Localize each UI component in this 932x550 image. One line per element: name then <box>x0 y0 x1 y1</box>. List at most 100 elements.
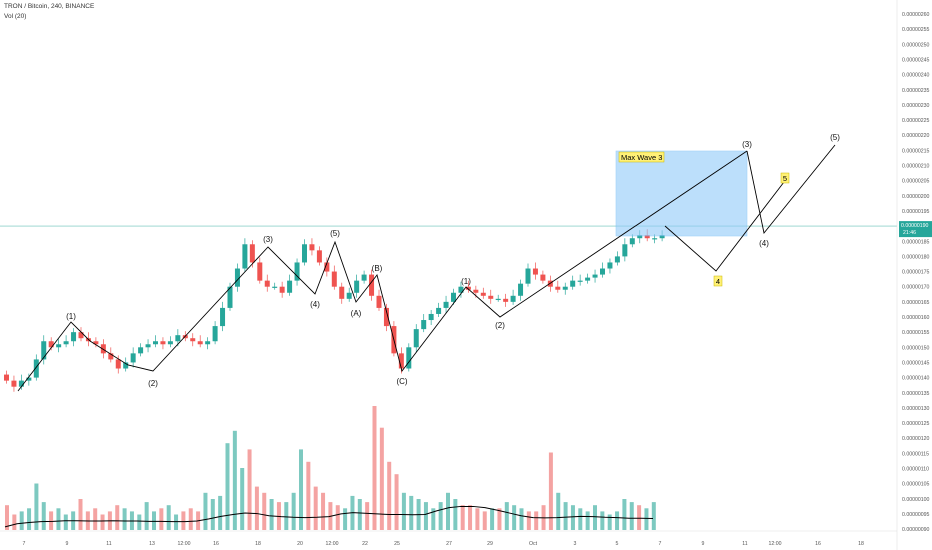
candle <box>153 341 158 345</box>
volume-bar <box>100 514 105 530</box>
price-tick-label: 0.00000090 <box>902 527 930 533</box>
volume-bar <box>63 514 68 530</box>
volume-bar <box>622 499 627 530</box>
time-tick-label: 27 <box>446 541 452 547</box>
candle <box>577 280 583 282</box>
volume-bar <box>490 508 495 530</box>
wave-label: (3) <box>263 235 273 244</box>
volume-bar <box>174 514 179 530</box>
price-tick-label: 0.00000180 <box>902 254 930 260</box>
volume-bar <box>460 505 465 530</box>
price-tick-label: 0.00000100 <box>902 497 930 503</box>
price-tick-label: 0.00000175 <box>902 270 930 276</box>
candle <box>369 274 375 296</box>
candle <box>309 244 315 251</box>
projection-marker <box>780 172 790 184</box>
time-tick-label: 11 <box>742 541 747 547</box>
candle <box>130 353 136 363</box>
volume-bar <box>137 514 142 530</box>
candle <box>175 335 181 342</box>
volume-bar <box>526 511 531 530</box>
wave-label: (2) <box>495 321 505 330</box>
chart-title: TRON / Bitcoin, 240, BINANCE <box>4 3 95 10</box>
volume-bar <box>438 502 443 530</box>
volume-bar <box>210 499 215 530</box>
price-tick-label: 0.00000245 <box>902 57 930 63</box>
time-tick-label: 16 <box>213 541 219 547</box>
candle <box>294 262 300 281</box>
wave-label: (1) <box>461 277 471 286</box>
price-tick-label: 0.00000115 <box>902 451 929 457</box>
candle <box>302 244 307 263</box>
volume-bar <box>637 505 642 530</box>
volume-bar <box>306 461 311 530</box>
price-tick-label: 0.00000195 <box>902 209 930 215</box>
price-axis[interactable]: 0.00000260 0.00000255 0.00000250 0.00000245… <box>896 0 932 550</box>
volume-bar <box>578 508 583 530</box>
candle <box>555 286 561 290</box>
price-tick-label: 0.00000120 <box>902 436 930 442</box>
candle <box>629 238 635 245</box>
time-tick-label: 5 <box>616 541 619 547</box>
candle <box>287 280 293 293</box>
candle <box>264 280 270 287</box>
time-tick-label: 9 <box>702 541 705 547</box>
volume-bar <box>240 468 245 530</box>
volume-bar <box>365 502 370 530</box>
price-tick-label: 0.00000200 <box>902 194 930 200</box>
price-tick-label: 0.00000230 <box>902 103 930 109</box>
time-tick-label: 9 <box>66 541 69 547</box>
price-tick-label: 0.00000095 <box>902 512 930 518</box>
candle <box>428 313 434 321</box>
bar-countdown-label: 21:46 <box>903 230 916 236</box>
candle <box>33 359 39 378</box>
candle <box>272 286 278 288</box>
time-axis[interactable]: 7 9 11 13 12:00 16 18 20 12:00 22 25 27 29 Oct 3 5 7 9 11 1… <box>0 530 897 547</box>
wave-label: (2) <box>148 379 158 388</box>
wave-label: (3) <box>742 140 752 149</box>
volume-bar <box>12 514 17 530</box>
volume-bar <box>651 502 656 530</box>
candle <box>331 271 337 287</box>
candle <box>592 274 598 278</box>
volume-bar <box>475 508 480 530</box>
volume-bar <box>181 511 186 530</box>
volume-bar <box>5 505 9 530</box>
candle <box>167 341 173 345</box>
projection-marker-label: 5 <box>783 174 787 183</box>
time-tick-label: 20 <box>297 541 303 547</box>
volume-bar <box>34 483 39 530</box>
price-tick-label: 0.00000220 <box>902 133 930 139</box>
candle <box>190 338 196 342</box>
volume-bar <box>78 499 83 530</box>
volume-bar <box>482 511 487 530</box>
volume-indicator-label[interactable]: Vol (20) <box>4 13 27 20</box>
max-wave-3-label: Max Wave 3 <box>621 153 662 162</box>
current-price-label: 0.00000190 <box>901 223 929 229</box>
candle <box>562 286 568 290</box>
volume-bar <box>453 499 458 530</box>
volume-bar <box>144 502 149 530</box>
candle <box>637 235 643 239</box>
time-tick-label: 7 <box>659 541 662 547</box>
candle <box>205 341 211 345</box>
volume-bar <box>299 449 303 530</box>
wave-label: (C) <box>396 377 407 386</box>
candle <box>346 292 352 299</box>
candle <box>234 268 240 287</box>
volume-bar <box>556 492 561 530</box>
candles-layer <box>4 229 665 392</box>
volume-bar <box>372 406 377 530</box>
max-wave-3-tag <box>618 151 665 163</box>
candle <box>197 341 203 345</box>
candle <box>115 359 121 369</box>
volume-bar <box>512 505 517 530</box>
volume-bar <box>218 495 223 530</box>
candle <box>458 286 464 293</box>
volume-bar <box>115 505 120 530</box>
price-tick-label: 0.00000155 <box>902 330 930 336</box>
price-tick-label: 0.00000255 <box>902 27 930 33</box>
candle <box>41 341 47 360</box>
time-tick-label: 16 <box>815 541 821 547</box>
